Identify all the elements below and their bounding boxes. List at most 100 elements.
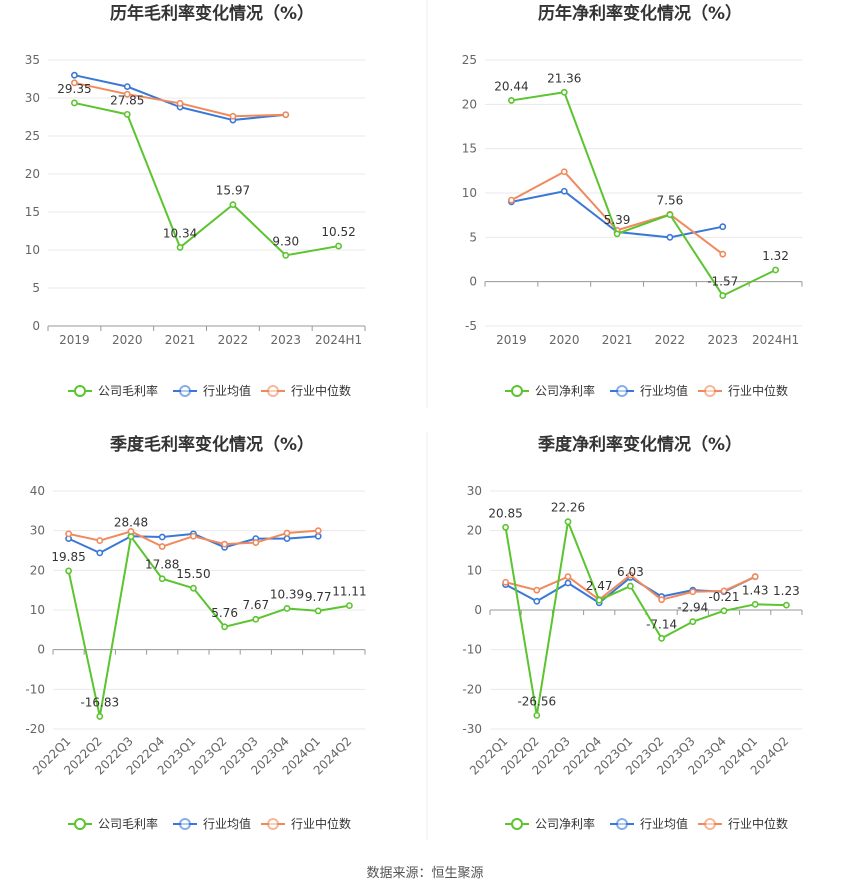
data-label: 1.32 <box>762 249 789 263</box>
y-tick-label: 10 <box>30 603 45 617</box>
chart-quarter-gross: 季度毛利率变化情况（%）-20-100102030402022Q12022Q22… <box>25 434 366 831</box>
chart-title: 季度毛利率变化情况（%） <box>110 434 314 455</box>
chart-annual-net: 历年净利率变化情况（%） -5 0 5 10 15 20 25 2019 2020 2021 2022… <box>462 3 803 398</box>
data-point <box>658 596 665 604</box>
legend-label: 行业中位数 <box>728 816 788 831</box>
legend-marker <box>511 385 523 397</box>
data-label: 10.52 <box>321 225 355 239</box>
chart-annual-gross: 历年毛利率变化情况（%） 0 5 10 15 20 25 30 35 2019 2020 2021 20… <box>25 3 366 398</box>
data-label: -26.56 <box>517 694 556 708</box>
data-label: 1.43 <box>742 583 769 597</box>
x-tick-label: 2020 <box>549 333 580 347</box>
legend-label: 行业均值 <box>640 816 688 831</box>
data-label: 7.67 <box>242 598 269 612</box>
legend-item: 公司净利率 <box>505 383 595 398</box>
series-line <box>74 81 286 118</box>
legend-item: 行业均值 <box>173 816 251 831</box>
data-label: 2.47 <box>586 579 613 593</box>
x-tick-label: 2024H1 <box>315 333 362 347</box>
x-tick-label: 2019 <box>59 333 90 347</box>
legend-marker <box>511 818 523 830</box>
data-label: -1.57 <box>707 275 738 289</box>
y-tick-label: -5 <box>465 319 477 333</box>
legend-item: 行业中位数 <box>698 816 788 831</box>
legend-item: 公司毛利率 <box>68 383 158 398</box>
data-point <box>502 578 509 586</box>
legend-marker <box>704 818 716 830</box>
series-line <box>74 101 339 257</box>
legend-label: 行业均值 <box>640 383 688 398</box>
legend-marker <box>179 818 191 830</box>
x-tick-label: 2021 <box>165 333 196 347</box>
data-point <box>65 530 72 538</box>
legend-label: 行业均值 <box>203 816 251 831</box>
y-tick-label: 0 <box>37 643 45 657</box>
series-line <box>67 535 350 718</box>
data-point <box>783 601 790 609</box>
data-point <box>189 584 197 592</box>
x-tick-label: 2019 <box>496 333 527 347</box>
data-label: 10.39 <box>270 587 304 601</box>
data-point <box>221 540 228 548</box>
data-label: -2.94 <box>677 601 708 615</box>
data-point <box>282 251 290 259</box>
chart-title: 季度净利率变化情况（%） <box>538 434 742 455</box>
data-point <box>282 111 290 119</box>
legend-marker <box>74 385 86 397</box>
data-label: 5.76 <box>211 606 238 620</box>
data-point <box>564 573 572 581</box>
y-tick-label: 10 <box>462 186 477 200</box>
y-tick-label: 0 <box>469 275 477 289</box>
legend-label: 行业均值 <box>203 383 251 398</box>
legend-item: 行业均值 <box>610 816 688 831</box>
data-point <box>252 539 260 546</box>
data-label: 15.50 <box>176 567 210 581</box>
data-point <box>772 266 779 274</box>
legend-label: 公司毛利率 <box>98 816 158 831</box>
y-tick-label: -20 <box>462 682 482 696</box>
y-tick-label: 25 <box>25 129 40 143</box>
y-tick-label: 30 <box>467 484 482 498</box>
chart-title: 历年毛利率变化情况（%） <box>110 3 314 24</box>
data-label: 17.88 <box>145 558 179 572</box>
y-tick-label: 0 <box>32 319 40 333</box>
y-tick-label: 0 <box>474 603 482 617</box>
data-point <box>314 607 322 615</box>
data-point <box>533 586 541 594</box>
y-tick-label: 35 <box>25 53 40 67</box>
data-point <box>719 292 727 299</box>
data-point <box>719 223 727 231</box>
data-point <box>560 187 568 195</box>
data-point <box>283 535 291 542</box>
legend-marker <box>616 385 628 397</box>
y-tick-label: 20 <box>30 563 45 577</box>
data-point <box>335 242 342 250</box>
data-point <box>96 537 104 544</box>
data-point <box>595 596 603 604</box>
data-label: 20.44 <box>494 79 528 93</box>
y-tick-label: 40 <box>30 484 45 498</box>
data-label: -0.21 <box>708 590 739 604</box>
data-point <box>252 615 260 623</box>
data-label: 19.85 <box>51 550 85 564</box>
data-point <box>221 623 228 631</box>
legend-label: 公司净利率 <box>535 383 595 398</box>
legend-item: 行业中位数 <box>261 383 351 398</box>
data-point <box>533 711 541 719</box>
data-point <box>96 549 104 557</box>
series-line <box>504 520 787 717</box>
x-tick-label: 2022 <box>655 333 686 347</box>
y-tick-label: -10 <box>462 643 482 657</box>
data-label: 10.34 <box>163 226 197 240</box>
chart-title: 历年净利率变化情况（%） <box>538 3 742 24</box>
chart-quarter-net: 季度净利率变化情况（%）-30-20-1001020302022Q12022Q2… <box>462 434 803 831</box>
data-label: 28.48 <box>114 516 148 530</box>
data-point <box>314 527 322 535</box>
data-label: 9.77 <box>305 590 332 604</box>
data-point <box>127 533 135 541</box>
data-label: 1.23 <box>773 584 800 598</box>
data-point <box>627 571 634 579</box>
data-point <box>666 211 674 219</box>
data-point <box>158 543 166 550</box>
